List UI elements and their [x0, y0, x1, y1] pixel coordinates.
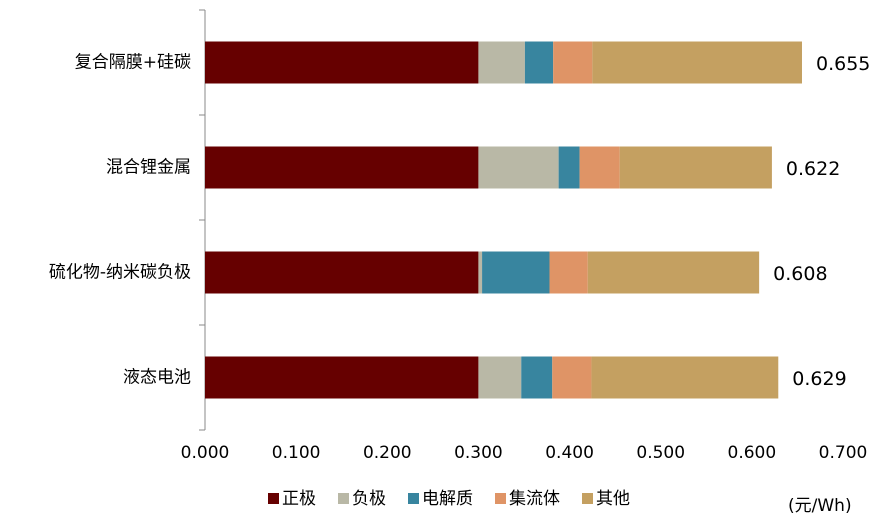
- bar-segment: [205, 251, 479, 294]
- bar-segment: [549, 251, 588, 294]
- bar-segment: [205, 146, 479, 189]
- x-tick-label: 0.200: [363, 443, 412, 463]
- legend-swatch: [408, 493, 419, 504]
- total-label: 0.655: [816, 53, 870, 75]
- x-tick-label: 0.100: [272, 443, 321, 463]
- legend-label: 其他: [596, 489, 630, 509]
- x-tick-label: 0.400: [545, 443, 594, 463]
- legend-swatch: [268, 493, 279, 504]
- legend-swatch: [582, 493, 593, 504]
- x-tick-label: 0.700: [819, 443, 868, 463]
- legend-swatch: [338, 493, 349, 504]
- y-tick-label: 复合隔膜+硅碳: [75, 53, 191, 73]
- total-label: 0.622: [786, 158, 840, 180]
- y-tick-label: 硫化物-纳米碳负极: [49, 263, 191, 283]
- bar-segment: [524, 41, 554, 84]
- bar-segment: [619, 146, 772, 189]
- bar-segment: [478, 251, 483, 294]
- bar-segment: [587, 251, 760, 294]
- bar-segment: [205, 41, 479, 84]
- bar-segment: [591, 356, 779, 399]
- bar-segment: [482, 251, 550, 294]
- y-tick-label: 液态电池: [123, 368, 191, 388]
- bar-segment: [521, 356, 553, 399]
- bar-segment: [205, 356, 479, 399]
- legend-label: 电解质: [422, 489, 473, 509]
- bar-segment: [558, 146, 580, 189]
- bar-segment: [478, 356, 522, 399]
- x-tick-label: 0.500: [636, 443, 685, 463]
- bar-segment: [478, 41, 525, 84]
- legend-swatch: [495, 493, 506, 504]
- y-tick-label: 混合锂金属: [106, 158, 191, 178]
- total-label: 0.608: [773, 263, 827, 285]
- total-label: 0.629: [792, 368, 846, 390]
- legend-label: 集流体: [509, 489, 560, 509]
- unit-label: (元/Wh): [788, 496, 852, 516]
- x-tick-label: 0.600: [728, 443, 777, 463]
- x-tick-label: 0.000: [181, 443, 230, 463]
- bar-segment: [579, 146, 620, 189]
- legend-label: 负极: [352, 489, 386, 509]
- legend-label: 正极: [282, 489, 316, 509]
- bar-segment: [478, 146, 559, 189]
- bar-segment: [553, 41, 593, 84]
- bar-segment: [552, 356, 592, 399]
- bar-segment: [592, 41, 802, 84]
- x-tick-label: 0.300: [454, 443, 503, 463]
